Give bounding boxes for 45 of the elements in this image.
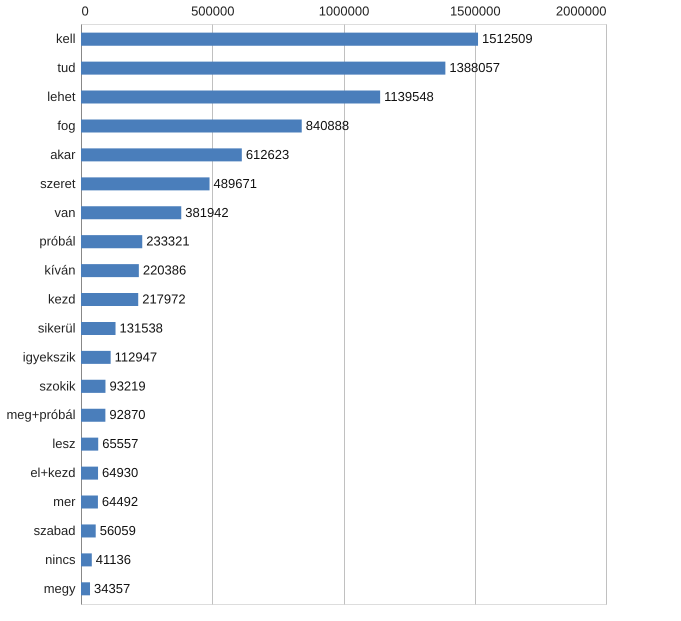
y-tick-label: lesz [52, 436, 76, 452]
x-tick-label: 1500000 [450, 4, 501, 18]
y-tick-label: szokik [39, 378, 76, 394]
data-label: 612623 [246, 146, 290, 162]
data-label: 65557 [102, 436, 138, 452]
y-tick-label: meg+próbál [6, 407, 76, 422]
y-tick-label: kell [56, 31, 76, 46]
data-label: 1512509 [482, 31, 533, 46]
data-label: 1388057 [449, 60, 500, 76]
x-tick-label: 500000 [191, 4, 234, 18]
data-label: 1139548 [384, 89, 434, 104]
y-tick-label: el+kezd [30, 465, 76, 480]
y-tick-label: nincs [45, 552, 76, 567]
data-label: 233321 [146, 234, 190, 249]
data-label: 64492 [102, 494, 138, 510]
y-tick-label: szabad [34, 522, 76, 538]
data-label: 41136 [96, 552, 131, 567]
data-label: 840888 [306, 118, 350, 133]
data-label: 489671 [214, 176, 257, 191]
y-tick-label: kíván [44, 262, 76, 278]
x-tick-label: 1000000 [318, 4, 370, 18]
y-tick-label: megy [44, 580, 76, 596]
y-tick-label: igyekszik [22, 349, 76, 364]
data-label: 34357 [94, 580, 130, 596]
y-tick-label: próbál [39, 234, 76, 249]
y-tick-label: akar [50, 146, 76, 162]
y-tick-label: van [54, 204, 76, 220]
y-tick-label: szeret [40, 176, 76, 191]
y-tick-label: lehet [47, 89, 76, 104]
data-label: 92870 [109, 407, 146, 422]
data-label: 64930 [102, 465, 138, 480]
y-tick-label: mer [53, 494, 76, 510]
y-tick-label: fog [57, 118, 76, 133]
data-label: 217972 [142, 292, 186, 307]
data-label: 381942 [185, 204, 229, 220]
x-tick-label: 0 [82, 4, 89, 18]
y-tick-label: kezd [48, 292, 76, 307]
data-label: 220386 [142, 262, 186, 278]
data-label: 131538 [120, 320, 163, 336]
data-label: 93219 [109, 378, 146, 394]
y-tick-label: sikerül [38, 320, 76, 336]
data-label: 112947 [114, 349, 158, 364]
data-label: 56059 [100, 522, 136, 538]
x-tick-label: 2000000 [556, 4, 606, 18]
y-tick-label: tud [57, 60, 76, 76]
